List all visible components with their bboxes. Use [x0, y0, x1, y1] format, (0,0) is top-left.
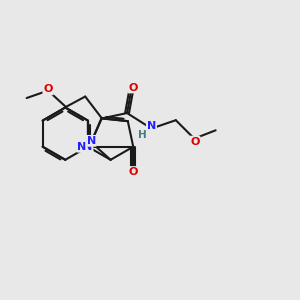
Text: N: N: [86, 136, 96, 146]
Text: O: O: [44, 84, 53, 94]
Text: N: N: [83, 142, 93, 152]
Text: H: H: [138, 130, 147, 140]
Text: O: O: [190, 136, 200, 147]
Text: N: N: [77, 142, 87, 152]
Text: O: O: [128, 82, 138, 92]
Text: N: N: [147, 121, 156, 131]
Text: O: O: [129, 167, 138, 177]
